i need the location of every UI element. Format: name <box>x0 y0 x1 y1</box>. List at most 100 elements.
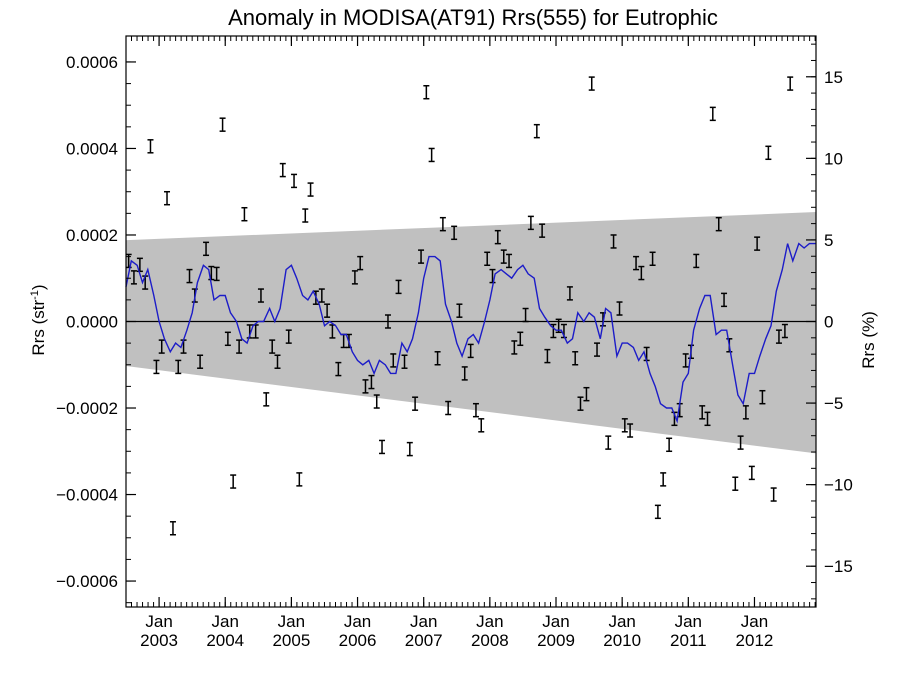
data-point <box>130 270 137 285</box>
data-point <box>781 323 788 339</box>
y2-tick-label: 5 <box>824 231 833 250</box>
data-point <box>522 307 529 323</box>
data-point <box>302 208 309 223</box>
x-tick-month: Jan <box>741 612 768 631</box>
data-point <box>197 354 204 369</box>
data-point <box>583 386 590 402</box>
data-point <box>224 331 231 347</box>
x-tick-year: 2005 <box>272 631 310 650</box>
y2-tick-label: −10 <box>824 476 853 495</box>
data-point <box>527 215 534 231</box>
data-point <box>737 435 744 450</box>
data-point <box>418 249 425 264</box>
series-line <box>125 242 816 424</box>
y2-tick-label: −5 <box>824 394 843 413</box>
data-point <box>489 268 496 284</box>
data-point <box>439 216 446 232</box>
y-tick-label: 0.0004 <box>66 139 118 158</box>
data-point <box>219 117 226 132</box>
data-point <box>236 339 243 354</box>
data-point <box>335 361 342 377</box>
data-point <box>511 340 518 355</box>
data-point <box>136 257 143 273</box>
data-point <box>384 314 391 329</box>
data-point <box>633 255 640 271</box>
data-point <box>765 145 772 161</box>
data-point <box>373 394 380 409</box>
data-point <box>279 162 286 178</box>
data-point <box>588 76 595 91</box>
x-tick-month: Jan <box>344 612 371 631</box>
x-tick-year: 2003 <box>140 631 178 650</box>
data-point <box>461 366 468 381</box>
data-point <box>395 279 402 295</box>
data-point <box>484 251 491 267</box>
chart-title: Anomaly in MODISA(AT91) Rrs(555) for Eut… <box>228 5 718 30</box>
x-tick-year: 2012 <box>736 631 774 650</box>
y2-axis-label: Rrs (%) <box>859 311 878 369</box>
x-tick-month: Jan <box>476 612 503 631</box>
x-tick-month: Jan <box>675 612 702 631</box>
x-tick-year: 2007 <box>405 631 443 650</box>
data-point <box>428 147 435 163</box>
data-point <box>285 329 292 344</box>
data-point <box>274 354 281 369</box>
uncertainty-band <box>126 212 816 454</box>
data-point <box>203 241 210 257</box>
y-tick-label: 0.0000 <box>66 313 118 332</box>
x-tick-year: 2008 <box>471 631 509 650</box>
data-point <box>164 190 171 206</box>
y-axis-label-tail: ) <box>29 284 48 290</box>
x-tick-month: Jan <box>278 612 305 631</box>
data-point <box>412 396 419 411</box>
data-point <box>775 329 782 344</box>
y-tick-label: 0.0006 <box>66 53 118 72</box>
data-point <box>423 84 430 100</box>
data-point <box>379 439 386 455</box>
data-point <box>318 288 325 303</box>
data-point <box>704 411 711 427</box>
data-point <box>213 266 220 282</box>
data-point <box>158 339 165 354</box>
data-point <box>605 435 612 450</box>
data-point <box>269 339 276 354</box>
x-tick-month: Jan <box>212 612 239 631</box>
data-point <box>362 379 369 394</box>
data-point <box>153 359 160 375</box>
data-point <box>186 268 193 284</box>
data-point <box>594 342 601 357</box>
data-point <box>208 265 215 281</box>
data-point <box>169 521 176 536</box>
data-point <box>175 359 182 375</box>
data-point <box>368 374 375 390</box>
data-point <box>709 106 716 122</box>
data-point <box>715 216 722 232</box>
data-point <box>550 323 557 339</box>
data-point <box>566 286 573 301</box>
y2-tick-label: 0 <box>824 313 833 332</box>
data-point <box>390 353 397 368</box>
data-point <box>621 418 628 433</box>
data-point <box>406 441 413 457</box>
data-point <box>759 389 766 405</box>
y-tick-label: −0.0004 <box>56 486 118 505</box>
data-point <box>296 472 303 487</box>
data-point <box>257 288 264 303</box>
data-point <box>577 396 584 411</box>
x-tick-year: 2009 <box>537 631 575 650</box>
data-point <box>787 76 794 91</box>
y-tick-label: 0.0002 <box>66 226 118 245</box>
data-point <box>616 301 623 316</box>
data-point <box>324 303 331 318</box>
data-point <box>693 253 700 269</box>
data-point <box>517 331 524 347</box>
data-point <box>434 351 441 366</box>
data-point <box>230 474 237 489</box>
x-tick-year: 2010 <box>603 631 641 650</box>
data-point <box>682 353 689 368</box>
data-point <box>263 392 270 407</box>
y2-tick-label: 10 <box>824 149 843 168</box>
x-tick-year: 2004 <box>206 631 244 650</box>
y-tick-label: −0.0006 <box>56 572 118 591</box>
